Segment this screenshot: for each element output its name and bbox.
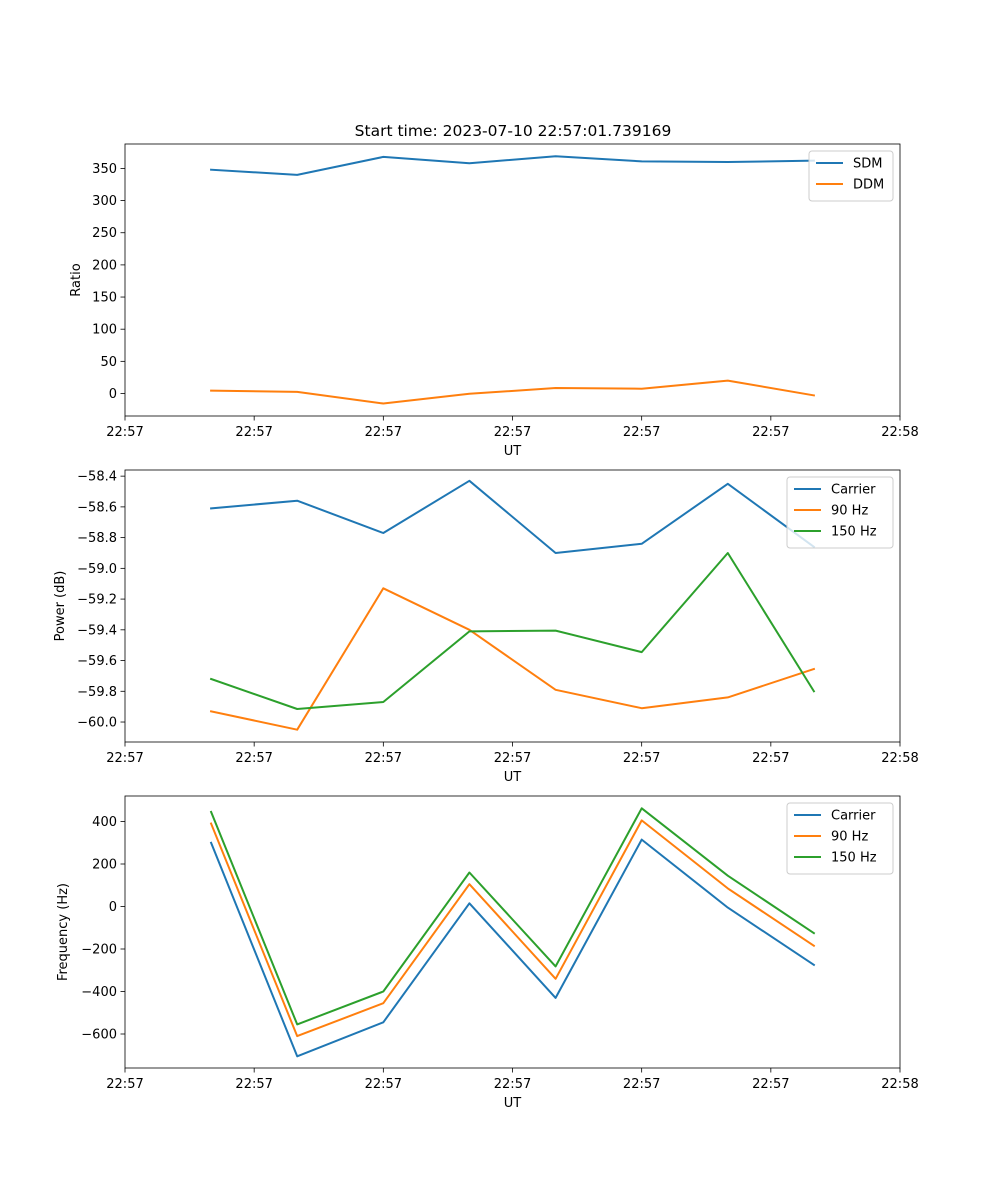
x-axis-label: UT	[504, 770, 522, 785]
chart-panel-2: 22:57 22:57 22:57 22:57 22:57 22:57 22:58 −60.0…	[53, 469, 919, 785]
x-tick-label: 22:57	[235, 425, 272, 440]
y-tick-label: 0	[109, 387, 117, 402]
series-line-150-hz	[209, 552, 816, 710]
x-tick-label: 22:57	[235, 1077, 272, 1092]
axes-frame	[124, 469, 901, 743]
y-tick-label: −60.0	[77, 716, 117, 731]
x-tick-label: 22:57	[494, 1077, 531, 1092]
x-axis-label: UT	[504, 444, 522, 459]
y-tick-label: −58.6	[77, 500, 117, 515]
y-tick-label: −58.4	[77, 470, 117, 485]
legend: Carrier 90 Hz 150 Hz	[786, 476, 894, 549]
y-axis-label: Power (dB)	[53, 571, 68, 642]
x-tick-label: 22:58	[881, 425, 918, 440]
x-tick-label: 22:58	[881, 751, 918, 766]
legend-label: 90 Hz	[831, 504, 868, 519]
legend-label: DDM	[853, 178, 884, 193]
y-axis-label: Frequency (Hz)	[56, 883, 71, 981]
series-line-150-hz	[209, 807, 816, 1026]
x-tick-label: 22:57	[494, 751, 531, 766]
legend-label: 90 Hz	[831, 830, 868, 845]
x-tick-label: 22:57	[494, 425, 531, 440]
x-tick-label: 22:57	[365, 751, 402, 766]
y-tick-label: 200	[92, 858, 117, 873]
y-tick-label: −59.0	[77, 562, 117, 577]
series-line-90-hz	[209, 587, 816, 731]
y-tick-label: 300	[92, 194, 117, 209]
legend: Carrier 90 Hz 150 Hz	[786, 802, 894, 875]
y-tick-label: −58.8	[77, 531, 117, 546]
y-tick-label: 0	[109, 900, 117, 915]
y-tick-label: 400	[92, 815, 117, 830]
x-tick-label: 22:57	[235, 751, 272, 766]
x-tick-label: 22:57	[623, 425, 660, 440]
x-tick-label: 22:57	[752, 425, 789, 440]
legend-label: Carrier	[831, 809, 876, 824]
legend-label: 150 Hz	[831, 525, 877, 540]
chart-panel-3: 22:57 22:57 22:57 22:57 22:57 22:57 22:58 −600 −…	[56, 795, 919, 1111]
axes-frame	[124, 143, 901, 417]
legend-label: 150 Hz	[831, 851, 877, 866]
legend-label: SDM	[853, 157, 882, 172]
x-tick-label: 22:57	[623, 1077, 660, 1092]
y-tick-label: 150	[92, 291, 117, 306]
legend-label: Carrier	[831, 483, 876, 498]
y-tick-label: −200	[81, 943, 117, 958]
series-line-carrier	[209, 838, 816, 1058]
x-tick-label: 22:58	[881, 1077, 918, 1092]
y-tick-label: −59.8	[77, 685, 117, 700]
x-tick-label: 22:57	[752, 1077, 789, 1092]
y-tick-label: −400	[81, 985, 117, 1000]
y-tick-label: 200	[92, 258, 117, 273]
x-tick-label: 22:57	[365, 425, 402, 440]
y-tick-label: −59.6	[77, 654, 117, 669]
y-tick-label: −59.4	[77, 623, 117, 638]
series-line-ddm	[210, 379, 816, 405]
x-tick-label: 22:57	[106, 425, 143, 440]
legend: SDM DDM	[808, 150, 894, 202]
y-tick-label: 100	[92, 323, 117, 338]
chart-panel-1: 22:57 22:57 22:57 22:57 22:57 22:57 22:58 0 50 10…	[69, 143, 919, 459]
y-tick-label: −600	[81, 1028, 117, 1043]
y-tick-label: 50	[100, 355, 117, 370]
y-tick-label: 250	[92, 226, 117, 241]
x-axis-label: UT	[504, 1096, 522, 1111]
series-line-carrier	[210, 479, 816, 554]
series-line-sdm	[210, 155, 815, 176]
x-tick-label: 22:57	[106, 1077, 143, 1092]
x-tick-label: 22:57	[106, 751, 143, 766]
x-tick-label: 22:57	[752, 751, 789, 766]
y-tick-label: 350	[92, 162, 117, 177]
y-axis-label: Ratio	[69, 263, 84, 296]
y-tick-label: −59.2	[77, 593, 117, 608]
x-tick-label: 22:57	[365, 1077, 402, 1092]
series-line-90-hz	[209, 819, 816, 1038]
x-tick-label: 22:57	[623, 751, 660, 766]
figure-title: Start time: 2023-07-10 22:57:01.739169	[355, 122, 672, 140]
